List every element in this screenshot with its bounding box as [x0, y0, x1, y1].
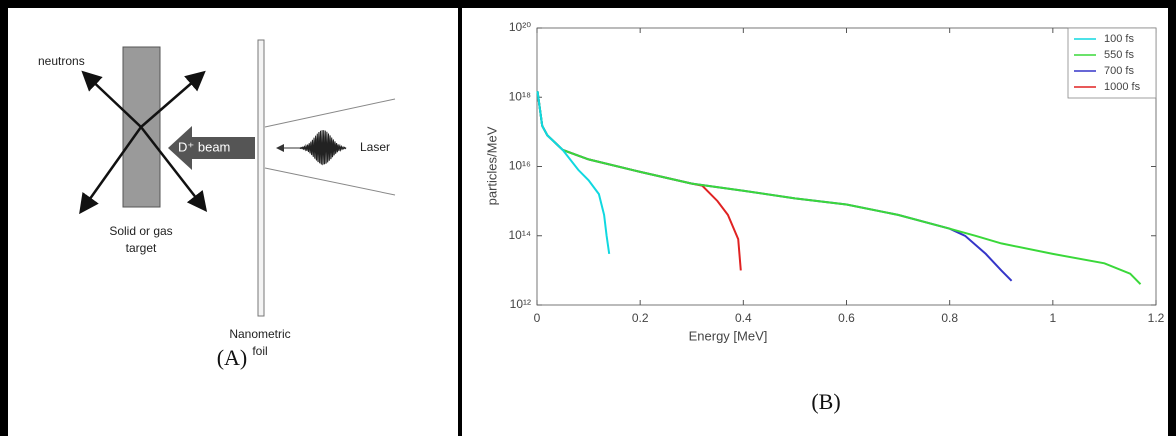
y-tick-label: 10²⁰: [509, 20, 531, 34]
arrow: [81, 70, 142, 128]
x-tick-label: 1: [1049, 311, 1056, 325]
cone-line: [264, 98, 396, 128]
label: D⁺ beam: [178, 139, 230, 154]
panel-a-background: [8, 8, 458, 436]
y-tick-label: 10¹⁶: [509, 159, 531, 173]
x-axis-label: Energy [MeV]: [689, 328, 768, 343]
legend-label: 100 fs: [1104, 33, 1134, 45]
chart: Energy [MeV] particles/MeV (B) 10¹² 10¹⁴ 1…: [484, 20, 1164, 414]
label: Solid or gas: [109, 224, 172, 238]
y-tick-label: 10¹⁸: [509, 89, 531, 103]
diagram: neutrons D⁺ beam Laser Solid or gas targ…: [38, 39, 396, 370]
x-tick-label: 0: [534, 311, 541, 325]
foil: [257, 39, 265, 317]
x-tick-label: 0.4: [735, 311, 752, 325]
label: neutrons: [38, 54, 85, 68]
label: foil: [252, 344, 267, 358]
x-tick-label: 0.6: [838, 311, 855, 325]
beam-arrow: [168, 126, 255, 170]
y-axis-label: particles/MeV: [484, 126, 499, 205]
x-tick-label: 0.8: [941, 311, 958, 325]
panel-label: (B): [811, 389, 840, 414]
legend-label: 1000 fs: [1104, 81, 1141, 93]
label: Laser: [360, 140, 390, 154]
laser-pulse: [299, 130, 347, 166]
neutron-arrows: [79, 70, 208, 215]
legend-label: 550 fs: [1104, 49, 1134, 61]
y-tick-label: 10¹⁴: [509, 228, 532, 242]
y-tick-label: 10¹²: [510, 297, 531, 311]
label: target: [126, 241, 157, 255]
arrow: [79, 126, 143, 215]
arrow: [140, 70, 206, 128]
legend-label: 700 fs: [1104, 65, 1134, 77]
cone-line: [264, 167, 396, 196]
panel-label: (A): [217, 345, 248, 370]
arrow: [140, 126, 208, 212]
x-tick-label: 1.2: [1148, 311, 1165, 325]
label: Nanometric: [229, 327, 290, 341]
panel-b-background: [462, 8, 1168, 436]
series-line: [536, 91, 611, 255]
x-tick-label: 0.2: [632, 311, 649, 325]
